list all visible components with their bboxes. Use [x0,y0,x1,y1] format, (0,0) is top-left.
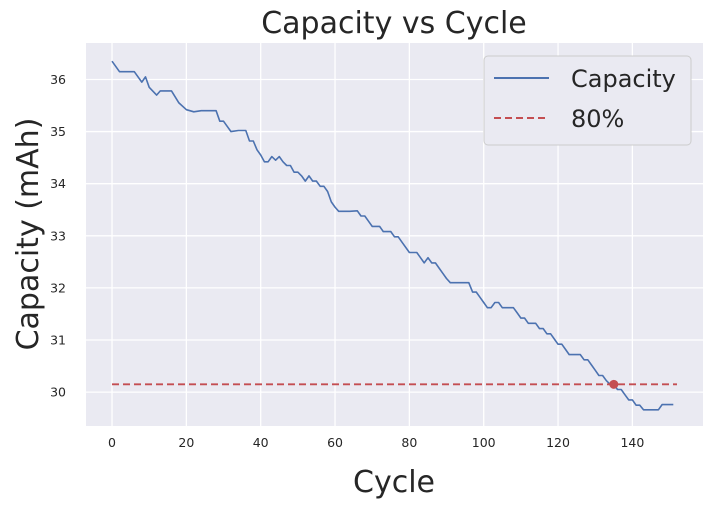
threshold-crossing-marker [609,379,619,389]
y-tick-label: 36 [50,72,66,87]
tick-labels: 0 20 40 60 80 100 120 140 30 31 32 33 34 35 36 [50,72,644,450]
capacity-line [111,60,674,411]
legend: Capacity 80% [483,55,692,146]
y-tick-label: 31 [50,333,66,348]
x-tick-label: 40 [253,435,269,450]
x-tick-label: 80 [401,435,417,450]
legend-threshold-label: 80% [571,105,624,133]
y-axis-title: Capacity (mAh) [11,118,46,351]
x-axis-title: Cycle [353,465,435,500]
x-tick-label: 0 [108,435,116,450]
x-tick-label: 20 [178,435,194,450]
y-tick-label: 30 [50,385,66,400]
legend-capacity-label: Capacity [571,65,676,93]
x-tick-label: 140 [620,435,644,450]
y-tick-label: 34 [50,176,66,191]
series-layer [111,60,677,411]
y-tick-label: 33 [50,228,66,243]
x-tick-label: 120 [546,435,570,450]
y-tick-label: 32 [50,280,66,295]
x-tick-label: 100 [472,435,496,450]
chart-title: Capacity vs Cycle [261,6,527,41]
x-tick-label: 60 [327,435,343,450]
y-tick-label: 35 [50,124,66,139]
